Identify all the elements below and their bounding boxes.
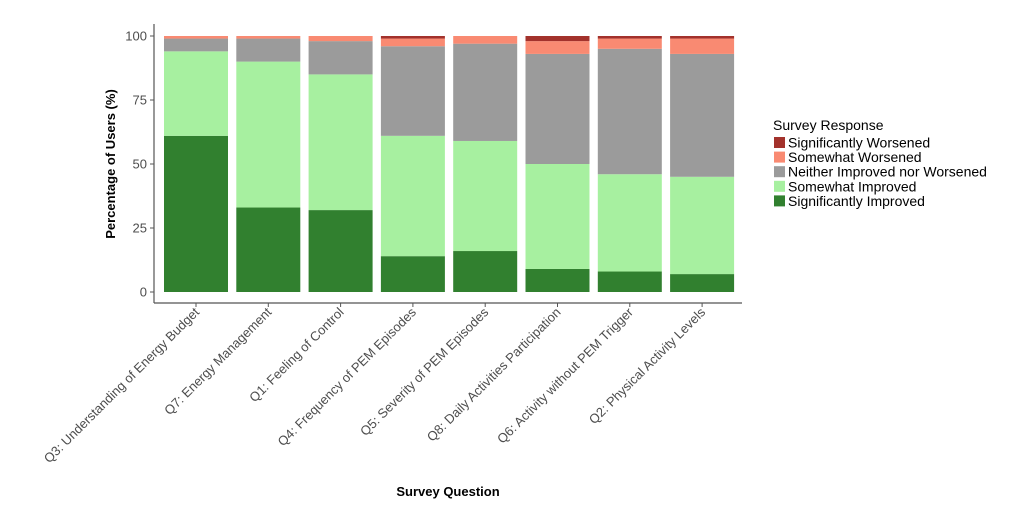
bar-segment-somewhat-worsened-6 <box>525 41 590 54</box>
x-tick-label: Q6: Activity without PEM Trigger <box>494 304 636 446</box>
bar-segment-significantly-improved-6 <box>525 268 590 292</box>
legend-swatch-neither-improved-nor-worsened <box>774 166 785 178</box>
bar-segment-somewhat-worsened-4 <box>380 38 445 47</box>
legend-label-neither-improved-nor-worsened: Neither Improved nor Worsened <box>788 164 987 180</box>
legend-swatch-significantly-worsened <box>774 137 785 148</box>
x-tick-label: Q4: Frequency of PEM Episodes <box>275 304 420 449</box>
bar-segment-neither-improved-nor-worsened-4 <box>380 46 445 136</box>
bar-segment-significantly-worsened-7 <box>597 36 662 39</box>
bar-segment-significantly-worsened-6 <box>525 36 590 42</box>
legend-swatch-somewhat-improved <box>774 180 785 192</box>
bar-segment-somewhat-improved-2 <box>236 61 301 208</box>
bar-segment-significantly-improved-4 <box>380 256 445 292</box>
bar-segment-significantly-improved-8 <box>670 274 735 292</box>
bar-segment-somewhat-improved-5 <box>453 140 518 252</box>
x-tick-label: Q2: Physical Activity Levels <box>586 304 709 427</box>
x-tick-label: Q8: Daily Activities Participation <box>424 305 564 445</box>
bar-segment-somewhat-improved-1 <box>164 51 228 136</box>
bar-segment-somewhat-improved-7 <box>597 174 662 272</box>
y-axis-ticks: 0 25 50 75 100 <box>125 29 154 300</box>
legend-label-significantly-worsened: Significantly Worsened <box>788 135 930 151</box>
bar-segment-somewhat-improved-8 <box>670 176 735 275</box>
legend-label-somewhat-worsened: Somewhat Worsened <box>788 149 922 165</box>
bar-segment-somewhat-worsened-2 <box>236 36 301 39</box>
bar-segment-somewhat-worsened-3 <box>308 36 373 42</box>
legend-title: Survey Response <box>773 117 884 133</box>
x-tick-label: Q5: Severity of PEM Episodes <box>357 304 492 439</box>
bar-segment-somewhat-worsened-7 <box>597 38 662 49</box>
legend-label-somewhat-improved: Somewhat Improved <box>788 178 916 194</box>
x-axis-title: Survey Question <box>396 484 499 499</box>
bar-segment-somewhat-worsened-1 <box>164 36 228 39</box>
bar-segment-somewhat-worsened-5 <box>453 36 518 44</box>
bar-segment-neither-improved-nor-worsened-3 <box>308 41 373 75</box>
bar-segment-neither-improved-nor-worsened-5 <box>453 43 518 141</box>
bar-segment-significantly-improved-5 <box>453 251 518 292</box>
bar-segment-neither-improved-nor-worsened-1 <box>164 38 228 52</box>
y-tick-label: 25 <box>133 221 147 236</box>
bar-segment-somewhat-improved-4 <box>380 135 445 257</box>
bar-segment-significantly-improved-7 <box>597 271 662 292</box>
bar-segment-significantly-improved-3 <box>308 210 373 292</box>
y-tick-label: 75 <box>133 93 147 108</box>
y-tick-label: 0 <box>140 285 147 300</box>
y-axis-title: Percentage of Users (%) <box>103 89 118 239</box>
x-tick-label: Q3: Understanding of Energy Budget <box>41 304 203 466</box>
bar-segment-significantly-improved-1 <box>164 135 228 292</box>
bar-segment-neither-improved-nor-worsened-7 <box>597 48 662 175</box>
legend-swatch-somewhat-worsened <box>774 151 785 163</box>
bars-group <box>164 36 735 292</box>
y-tick-label: 50 <box>133 157 147 172</box>
legend-label-significantly-improved: Significantly Improved <box>788 193 925 209</box>
legend: Survey Response Significantly WorsenedSo… <box>773 117 987 209</box>
bar-segment-neither-improved-nor-worsened-2 <box>236 38 301 62</box>
y-tick-label: 100 <box>125 29 147 44</box>
bar-segment-somewhat-worsened-8 <box>670 38 735 54</box>
bar-segment-significantly-worsened-8 <box>670 36 735 39</box>
bar-segment-neither-improved-nor-worsened-8 <box>670 53 735 177</box>
legend-swatch-significantly-improved <box>774 195 785 207</box>
bar-segment-neither-improved-nor-worsened-6 <box>525 53 590 164</box>
bar-segment-significantly-worsened-4 <box>380 36 445 39</box>
bar-segment-significantly-improved-2 <box>236 207 301 292</box>
bar-segment-somewhat-improved-3 <box>308 74 373 211</box>
bar-segment-somewhat-improved-6 <box>525 164 590 269</box>
